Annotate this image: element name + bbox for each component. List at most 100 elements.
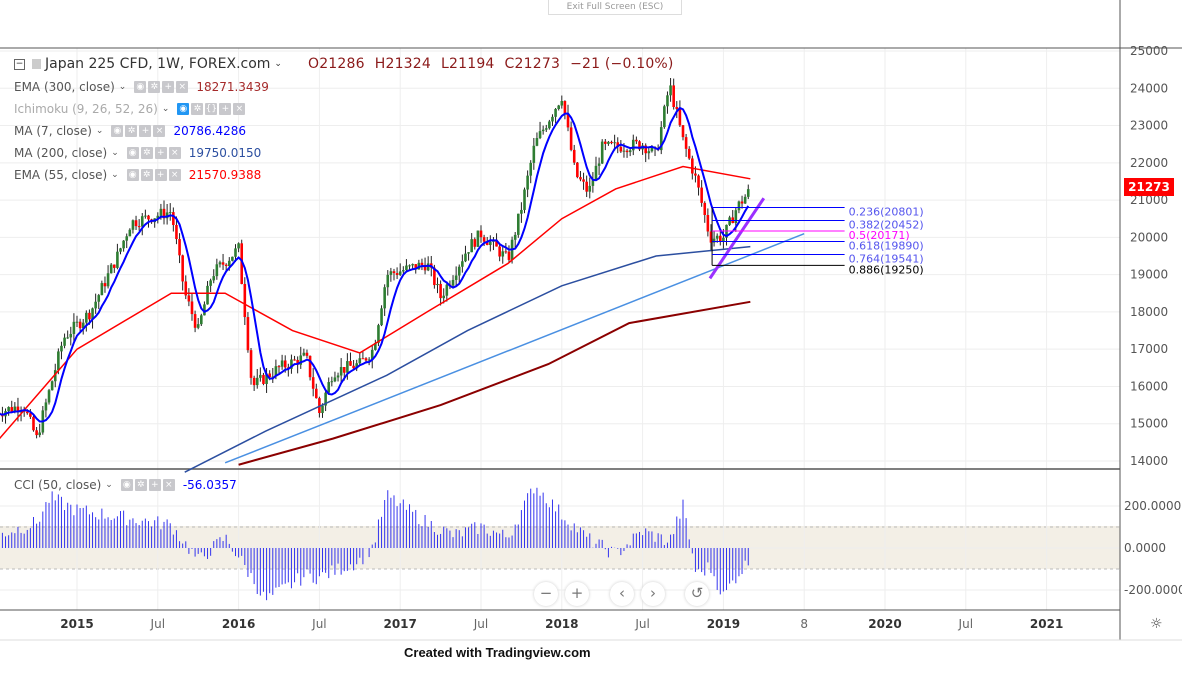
scroll-left-button[interactable]: ‹	[610, 582, 634, 606]
collapse-icon[interactable]: −	[14, 58, 25, 70]
candle-body	[557, 105, 560, 109]
source-icon[interactable]: {}	[205, 103, 218, 115]
candle-body	[333, 377, 337, 382]
candle-body	[296, 359, 299, 365]
reset-chart-button[interactable]: ↺	[685, 582, 709, 606]
candle-body	[411, 264, 414, 266]
candle-body	[473, 239, 477, 247]
candle-body	[479, 230, 483, 238]
candle-body	[569, 127, 573, 150]
candle-body	[538, 131, 542, 139]
eye-icon[interactable]: ◉	[177, 103, 190, 115]
candle-body	[554, 108, 557, 117]
eye-icon[interactable]: ◉	[126, 169, 139, 181]
gear-icon[interactable]: ✲	[140, 147, 153, 159]
indicator-controls: ◉ ✲ + ×	[134, 81, 189, 93]
gear-icon[interactable]: ✲	[191, 103, 204, 115]
close-icon[interactable]: ×	[176, 81, 189, 93]
chevron-down-icon[interactable]: ⌄	[118, 82, 127, 92]
candle-body	[445, 284, 449, 296]
candle-body	[476, 230, 480, 247]
time-axis-label: Jul	[634, 617, 649, 631]
candle-body	[364, 358, 368, 361]
candle-body	[342, 367, 346, 373]
candle-body	[75, 321, 79, 323]
chevron-down-icon[interactable]: ⌄	[95, 126, 104, 136]
candle-body	[464, 253, 467, 262]
candle-body	[265, 373, 268, 384]
candle-body	[339, 367, 343, 376]
candle-body	[44, 402, 48, 411]
candle-body	[457, 266, 461, 276]
candle-body	[666, 95, 669, 107]
close-icon[interactable]: ×	[233, 103, 246, 115]
chevron-down-icon[interactable]: ⌄	[105, 480, 113, 490]
plus-icon[interactable]: +	[148, 479, 161, 491]
eye-icon[interactable]: ◉	[111, 125, 124, 137]
indicator-label[interactable]: MA (7, close)	[14, 124, 92, 138]
candle-body	[395, 273, 399, 275]
plus-icon[interactable]: +	[162, 81, 175, 93]
eye-icon[interactable]: ◉	[134, 81, 147, 93]
gear-icon[interactable]: ✲	[125, 125, 138, 137]
gear-icon[interactable]: ✲	[134, 479, 147, 491]
candle-body	[224, 264, 228, 267]
chevron-down-icon[interactable]: ⌄	[274, 59, 282, 69]
zoom-in-button[interactable]: +	[565, 582, 589, 606]
chevron-down-icon[interactable]: ⌄	[161, 104, 170, 114]
candle-body	[172, 212, 175, 225]
candle-body	[398, 271, 402, 275]
indicator-label[interactable]: Ichimoku (9, 26, 52, 26)	[14, 102, 158, 116]
candle-body	[13, 406, 17, 412]
eye-icon[interactable]: ◉	[126, 147, 139, 159]
plus-icon[interactable]: +	[139, 125, 152, 137]
candle-body	[523, 189, 526, 210]
indicator-label[interactable]: MA (200, close)	[14, 146, 108, 160]
candle-body	[467, 252, 470, 254]
time-axis-label: 2019	[707, 617, 740, 631]
exit-fullscreen-button[interactable]: Exit Full Screen (ESC)	[548, 0, 682, 15]
candle-body	[97, 295, 101, 302]
eye-icon[interactable]: ◉	[120, 479, 133, 491]
chevron-down-icon[interactable]: ⌄	[111, 170, 119, 180]
indicator-label[interactable]: EMA (55, close)	[14, 168, 108, 182]
plus-icon[interactable]: +	[154, 169, 167, 181]
candle-body	[274, 366, 278, 377]
candle-body	[638, 141, 641, 150]
time-axis-label: Jul	[958, 617, 973, 631]
time-axis-label: 2016	[222, 617, 255, 631]
candle-body	[392, 271, 396, 274]
indicator-label[interactable]: EMA (300, close)	[14, 80, 115, 94]
candle-body	[377, 325, 380, 344]
indicator-controls: ◉ ✲ + ×	[126, 147, 181, 159]
close-icon[interactable]: ×	[153, 125, 166, 137]
cci-label[interactable]: CCI (50, close)	[14, 478, 102, 492]
chevron-down-icon[interactable]: ⌄	[111, 148, 119, 158]
gear-icon[interactable]: ✲	[140, 169, 153, 181]
candle-body	[470, 239, 473, 253]
candle-body	[526, 175, 529, 190]
candle-body	[112, 264, 116, 268]
candle-body	[137, 226, 141, 228]
close-icon[interactable]: ×	[168, 147, 181, 159]
zoom-out-button[interactable]: −	[534, 582, 558, 606]
scroll-right-button[interactable]: ›	[641, 582, 665, 606]
close-icon[interactable]: ×	[168, 169, 181, 181]
plus-icon[interactable]: +	[219, 103, 232, 115]
candle-body	[277, 366, 281, 368]
candle-body	[563, 101, 567, 114]
candle-body	[147, 215, 150, 220]
symbol-title[interactable]: Japan 225 CFD, 1W, FOREX.com	[45, 56, 271, 72]
close-icon[interactable]: ×	[162, 479, 175, 491]
settings-icon[interactable]: ☼	[1150, 616, 1163, 632]
gear-icon[interactable]: ✲	[148, 81, 161, 93]
candle-body	[249, 350, 253, 378]
price-axis-label: 23000	[1130, 119, 1168, 133]
plus-icon[interactable]: +	[154, 147, 167, 159]
time-axis-label: 2020	[868, 617, 901, 631]
candle-body	[63, 337, 66, 346]
candle-body	[423, 264, 427, 271]
candle-body	[495, 239, 498, 247]
candle-body	[103, 283, 107, 287]
